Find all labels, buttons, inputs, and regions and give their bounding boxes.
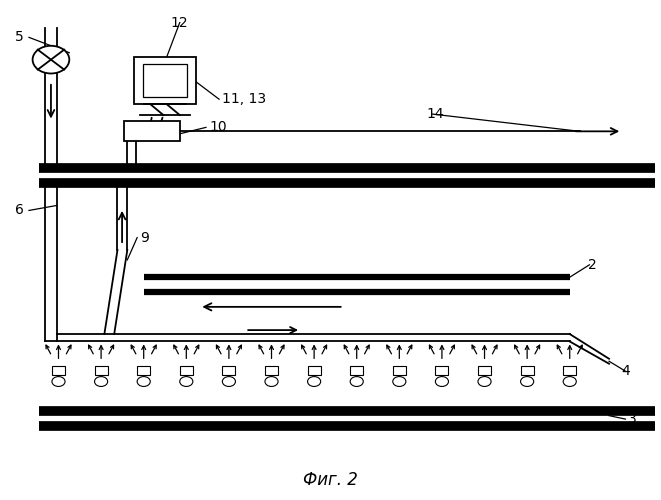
Circle shape [52, 376, 65, 386]
Circle shape [478, 376, 491, 386]
Text: 4: 4 [621, 364, 630, 378]
Text: 11, 13: 11, 13 [222, 92, 266, 106]
Bar [143, 64, 187, 97]
Circle shape [521, 376, 533, 386]
Text: 12: 12 [171, 16, 188, 30]
Text: 10: 10 [210, 120, 227, 134]
Circle shape [393, 376, 406, 386]
Text: Фиг. 2: Фиг. 2 [303, 471, 358, 489]
Bar [307, 366, 321, 374]
Circle shape [563, 376, 576, 386]
Bar [436, 366, 448, 374]
Circle shape [32, 46, 69, 74]
Bar [265, 366, 278, 374]
Bar [350, 366, 364, 374]
Text: 9: 9 [140, 230, 149, 244]
Text: 3: 3 [628, 412, 637, 426]
Bar [563, 366, 576, 374]
Bar [393, 366, 406, 374]
Circle shape [95, 376, 108, 386]
Circle shape [436, 376, 448, 386]
Text: 14: 14 [426, 107, 444, 121]
Text: 5: 5 [15, 30, 24, 44]
Circle shape [137, 376, 150, 386]
Text: 6: 6 [15, 204, 24, 218]
Circle shape [350, 376, 364, 386]
Circle shape [222, 376, 235, 386]
Bar [95, 366, 108, 374]
Circle shape [180, 376, 193, 386]
Bar [521, 366, 533, 374]
Bar [180, 366, 193, 374]
Bar [124, 122, 180, 141]
Circle shape [307, 376, 321, 386]
Bar [134, 57, 196, 104]
Bar [137, 366, 150, 374]
Bar [222, 366, 235, 374]
Bar [52, 366, 65, 374]
Text: 2: 2 [588, 258, 597, 272]
Circle shape [265, 376, 278, 386]
Bar [478, 366, 491, 374]
